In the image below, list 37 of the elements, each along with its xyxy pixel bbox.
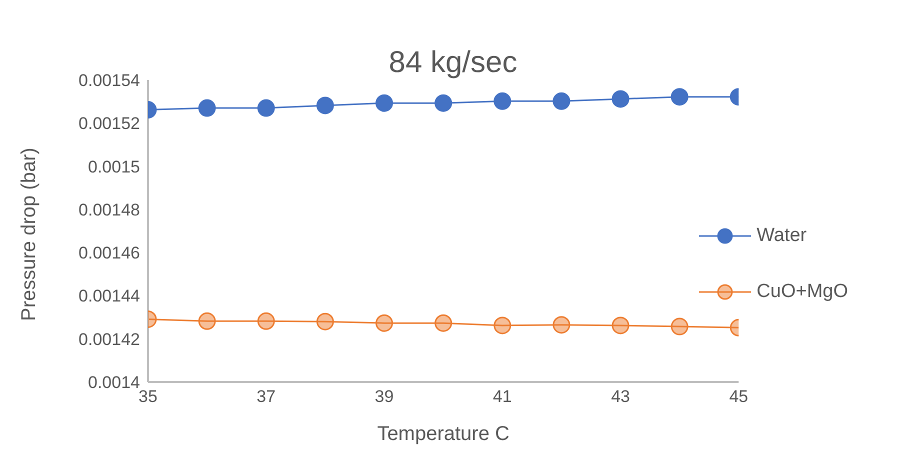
point <box>670 318 688 336</box>
point <box>552 92 570 110</box>
y-tick-label: 0.00142 <box>78 330 140 349</box>
y-tick-label: 0.00148 <box>78 200 140 220</box>
point <box>316 96 334 114</box>
point <box>612 90 630 108</box>
legend-label: CuO+MgO <box>756 281 848 303</box>
chart-title: 84 kg/sec <box>388 46 518 79</box>
x-tick-label: 41 <box>492 387 512 406</box>
point <box>257 99 275 117</box>
point <box>198 312 216 330</box>
x-tick-label: 35 <box>138 387 158 406</box>
y-tick-label: 0.0015 <box>88 157 140 176</box>
point <box>376 314 394 332</box>
point <box>670 88 688 106</box>
y-tick-label: 0.00144 <box>78 286 140 306</box>
y-tick-label: 0.00154 <box>78 71 140 90</box>
x-tick-label: 45 <box>729 387 748 406</box>
x-tick-label: 43 <box>611 387 630 406</box>
point <box>316 312 334 330</box>
x-axis-title: Temperature C <box>377 423 510 445</box>
point <box>376 94 394 112</box>
point <box>257 312 275 330</box>
y-axis-title: Pressure drop (bar) <box>18 148 40 321</box>
point <box>198 99 216 117</box>
x-tick-label: 39 <box>374 387 394 406</box>
y-tick-label: 0.00152 <box>78 114 140 134</box>
point <box>494 316 512 334</box>
y-tick-label: 0.00146 <box>78 244 140 263</box>
point <box>494 92 512 110</box>
point <box>434 94 452 112</box>
y-tick-label: 0.0014 <box>88 373 140 392</box>
point <box>552 316 570 334</box>
point <box>612 316 630 334</box>
legend-label: Water <box>756 225 807 247</box>
x-tick-label: 37 <box>256 387 276 406</box>
point <box>434 314 452 332</box>
